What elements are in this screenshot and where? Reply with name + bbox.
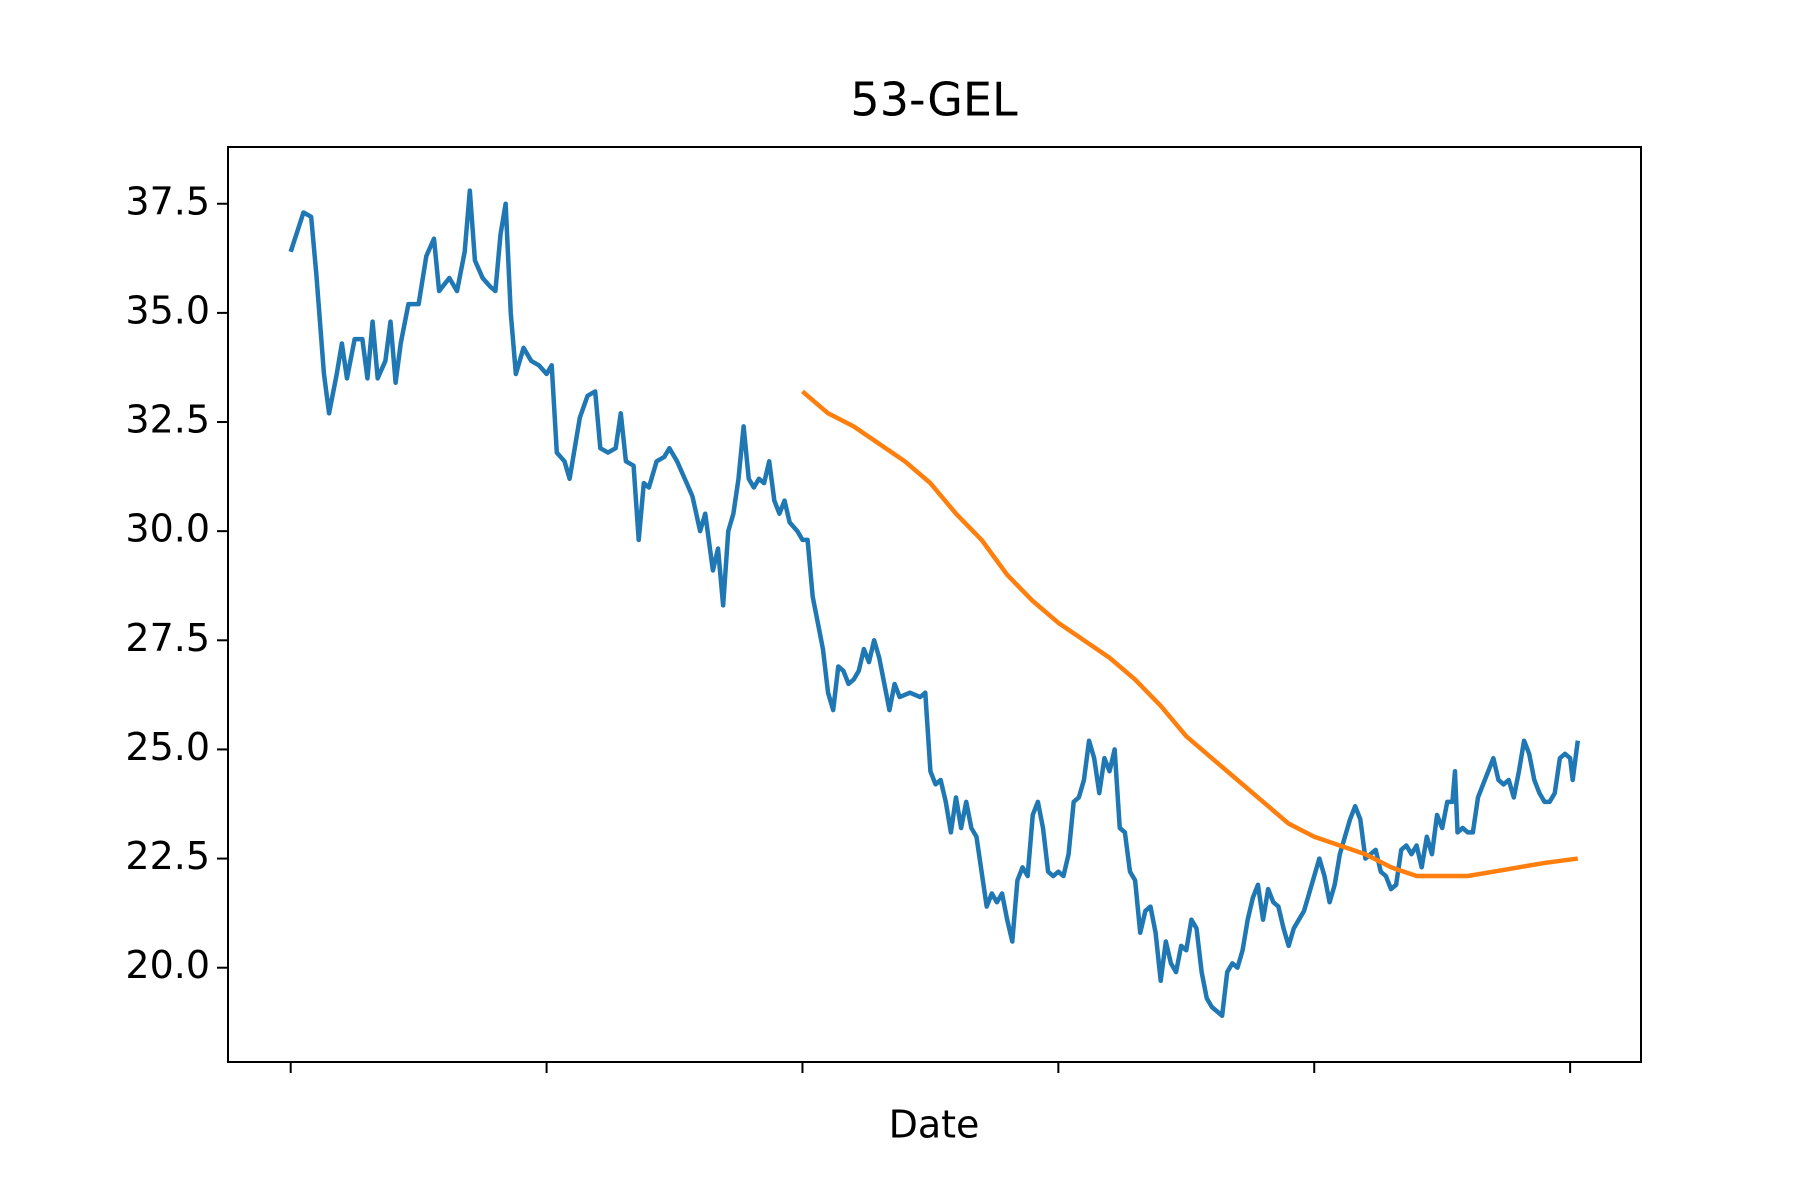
y-tick-label: 20.0 (125, 943, 210, 987)
chart-title: 53-GEL (850, 73, 1018, 127)
y-tick-label: 25.0 (125, 725, 210, 769)
y-tick-label: 30.0 (125, 507, 210, 551)
y-tick-label: 32.5 (125, 398, 210, 442)
y-tick-label: 37.5 (125, 179, 210, 223)
axes-frame (227, 146, 1642, 1063)
y-tick-label: 27.5 (125, 616, 210, 660)
y-tick-label: 35.0 (125, 288, 210, 332)
line-series (288, 188, 1581, 1018)
line-series (801, 389, 1579, 879)
y-tick-label: 22.5 (125, 834, 210, 878)
x-axis-label: Date (889, 1103, 980, 1147)
